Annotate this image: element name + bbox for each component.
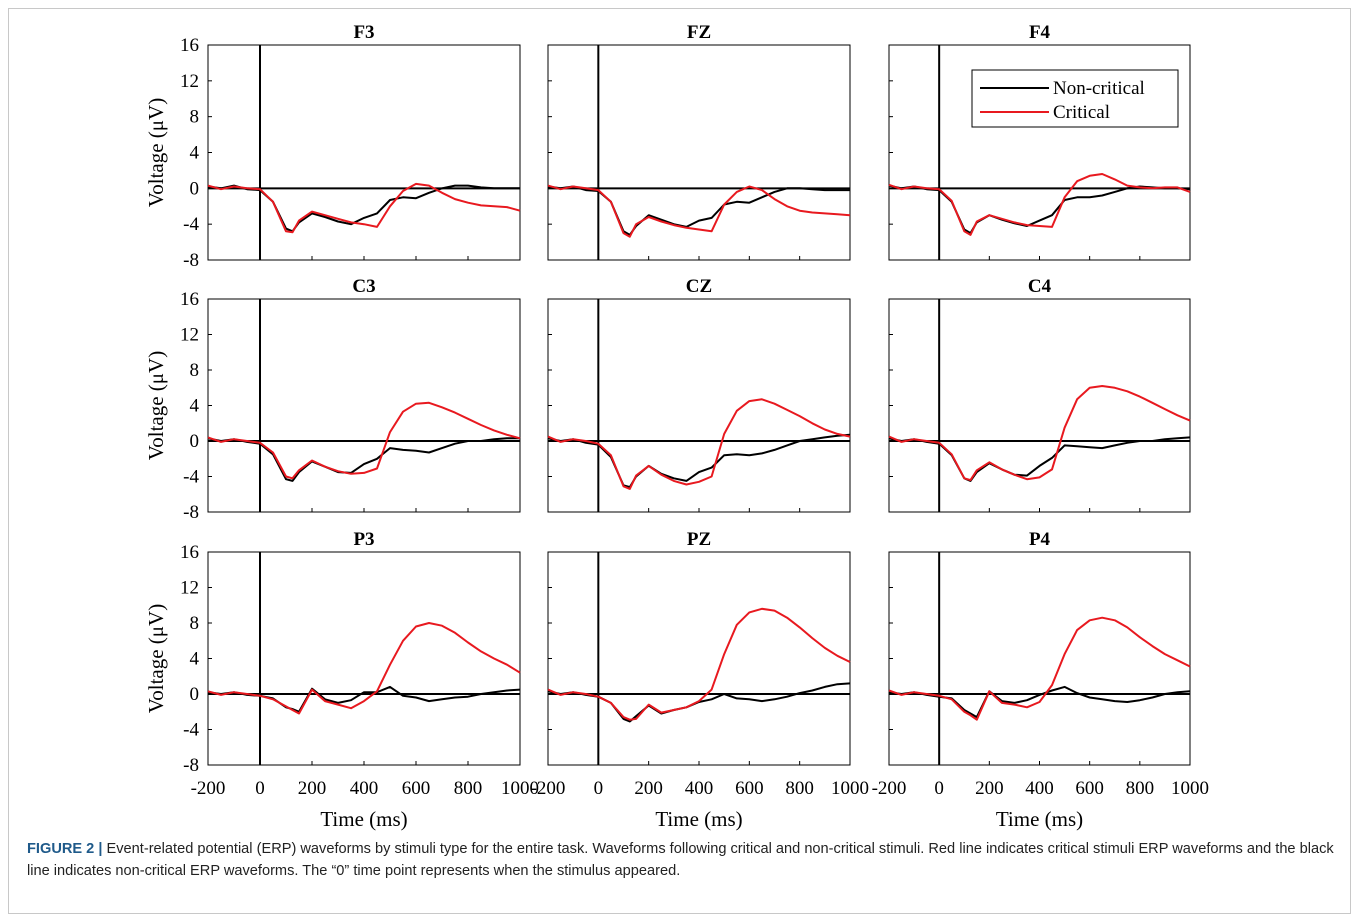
panel-frame-cz (547, 298, 851, 513)
series-line-p3-non-critical (207, 685, 521, 713)
y-axis-label: Voltage (μV) (144, 351, 168, 460)
x-tick-label: 1000 (831, 778, 869, 799)
y-tick-label: 16 (180, 35, 199, 56)
panel-frame-fz (547, 44, 851, 261)
panel-frame-p3 (207, 551, 521, 766)
y-tick-label: -4 (183, 720, 199, 741)
series-line-fz-critical (547, 184, 851, 238)
x-tick-label: 200 (975, 778, 1004, 799)
x-tick-label: 1000 (1171, 778, 1209, 799)
series-line-cz-critical (547, 398, 851, 490)
x-tick-label: 200 (634, 778, 663, 799)
x-tick-label: -200 (191, 778, 226, 799)
y-tick-label: 16 (180, 289, 199, 310)
y-axis-label: Voltage (μV) (144, 604, 168, 713)
panel-title-c4: C4 (1028, 276, 1052, 297)
figure-caption-text: Event-related potential (ERP) waveforms … (27, 841, 1334, 879)
x-tick-label: 0 (934, 778, 944, 799)
x-tick-label: -200 (531, 778, 566, 799)
x-tick-label: 400 (685, 778, 714, 799)
panel-title-cz: CZ (686, 276, 712, 297)
panel-title-f3: F3 (353, 22, 374, 43)
y-tick-label: 0 (190, 178, 200, 199)
panel-title-f4: F4 (1029, 22, 1051, 43)
x-tick-label: -200 (872, 778, 907, 799)
series-line-pz-non-critical (547, 682, 851, 723)
x-tick-label: 800 (454, 778, 483, 799)
panel-frame-p4 (888, 551, 1191, 766)
legend-label-critical: Critical (1053, 102, 1110, 123)
y-tick-label: -4 (183, 467, 199, 488)
series-line-f4-critical (888, 173, 1191, 236)
panel-title-p3: P3 (353, 529, 374, 550)
y-axis-label: Voltage (μV) (144, 98, 168, 207)
panel-frame-f3 (207, 44, 521, 261)
y-tick-label: 4 (190, 649, 200, 670)
series-line-pz-critical (547, 607, 851, 721)
x-tick-label: 600 (402, 778, 431, 799)
x-tick-label: 400 (1025, 778, 1054, 799)
x-axis-label: Time (ms) (320, 807, 407, 831)
panel-title-p4: P4 (1029, 529, 1051, 550)
y-tick-label: 12 (180, 71, 199, 92)
y-tick-label: 4 (190, 143, 200, 164)
panel-title-pz: PZ (687, 529, 711, 550)
series-line-c3-non-critical (207, 437, 520, 482)
x-tick-label: 800 (1126, 778, 1155, 799)
figure-label: FIGURE 2 | (27, 841, 103, 857)
x-tick-label: 1000 (501, 778, 539, 799)
x-tick-label: 0 (594, 778, 604, 799)
y-tick-label: -8 (183, 250, 199, 271)
figure-caption: FIGURE 2 | Event-related potential (ERP)… (27, 838, 1339, 882)
y-tick-label: 8 (190, 613, 200, 634)
y-tick-label: -4 (183, 214, 199, 235)
y-tick-label: 4 (190, 396, 200, 417)
x-tick-label: 600 (1075, 778, 1104, 799)
series-line-c4-non-critical (888, 436, 1191, 482)
series-line-c4-critical (888, 385, 1191, 482)
x-axis-label: Time (ms) (996, 807, 1083, 831)
panel-frame-c4 (888, 298, 1191, 513)
y-tick-label: 16 (180, 542, 199, 563)
y-tick-label: -8 (183, 502, 199, 523)
y-tick-label: 12 (180, 578, 199, 599)
figure-frame (8, 8, 1351, 914)
panel-frame-c3 (207, 298, 521, 513)
x-tick-label: 600 (735, 778, 764, 799)
x-axis-label: Time (ms) (655, 807, 742, 831)
x-tick-label: 400 (350, 778, 379, 799)
series-line-c3-critical (207, 401, 521, 480)
y-tick-label: 0 (190, 684, 200, 705)
series-line-f3-critical (207, 182, 521, 234)
series-line-p3-critical (207, 622, 521, 715)
x-tick-label: 0 (255, 778, 265, 799)
legend-box (971, 69, 1179, 128)
panel-title-c3: C3 (352, 276, 375, 297)
panel-title-fz: FZ (687, 22, 711, 43)
y-tick-label: 8 (190, 360, 200, 381)
y-tick-label: -8 (183, 755, 199, 776)
panel-frame-pz (547, 551, 851, 766)
series-line-p4-critical (888, 616, 1191, 721)
y-tick-label: 0 (190, 431, 200, 452)
y-tick-label: 8 (190, 107, 200, 128)
x-tick-label: 200 (298, 778, 327, 799)
y-tick-label: 12 (180, 325, 199, 346)
legend-label-non-critical: Non-critical (1053, 78, 1145, 99)
x-tick-label: 800 (785, 778, 814, 799)
